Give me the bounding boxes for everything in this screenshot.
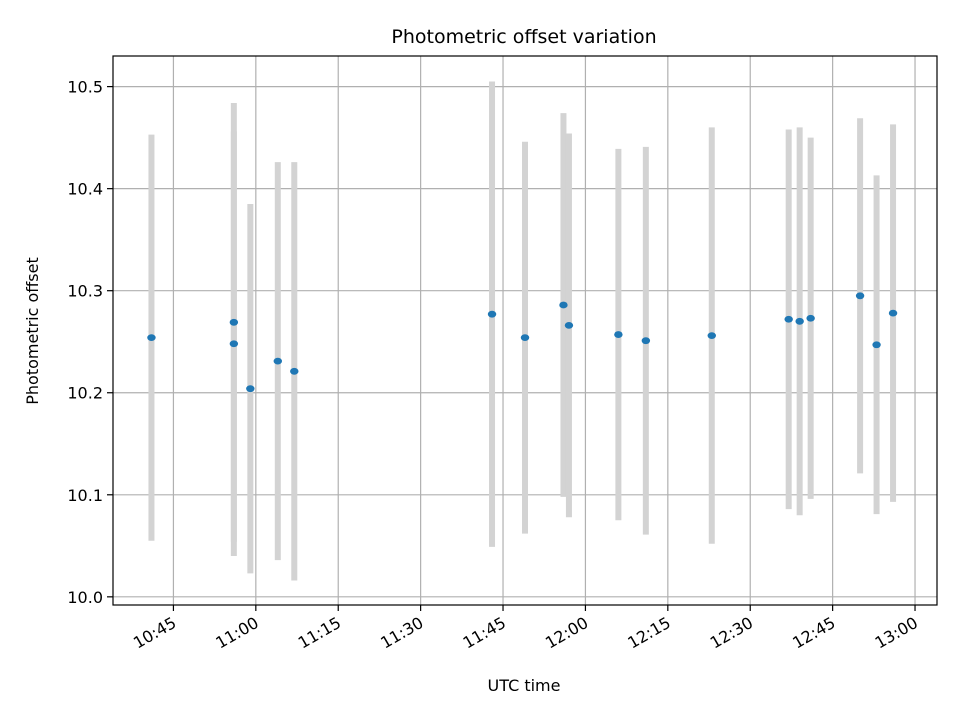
data-point: [888, 309, 898, 317]
data-point: [855, 292, 865, 300]
plot-area-frame: [112, 55, 938, 606]
data-point: [707, 332, 716, 340]
data-point: [229, 340, 239, 348]
data-point: [246, 385, 255, 393]
y-tick-label: 10.1: [67, 486, 103, 505]
x-axis-label: UTC time: [488, 676, 561, 695]
y-tick-label: 10.2: [67, 384, 103, 403]
data-points: [147, 292, 898, 393]
data-point: [147, 334, 156, 342]
y-tick-label: 10.5: [67, 78, 103, 97]
data-point: [559, 301, 568, 309]
data-point: [564, 321, 574, 329]
data-point: [614, 331, 623, 338]
data-point: [229, 318, 239, 326]
data-point: [795, 317, 804, 325]
data-point: [520, 334, 530, 342]
data-point: [784, 315, 793, 323]
data-point: [806, 314, 815, 322]
y-axis-label: Photometric offset: [23, 257, 42, 405]
data-point: [872, 341, 881, 349]
data-point: [641, 337, 651, 345]
y-tick-label: 10.4: [67, 180, 103, 199]
data-point: [487, 310, 497, 318]
y-tick-label: 10.3: [67, 282, 103, 301]
y-tick-label: 10.0: [67, 588, 103, 607]
chart-title: Photometric offset variation: [391, 26, 656, 48]
data-point: [273, 357, 282, 365]
data-point: [290, 367, 299, 375]
